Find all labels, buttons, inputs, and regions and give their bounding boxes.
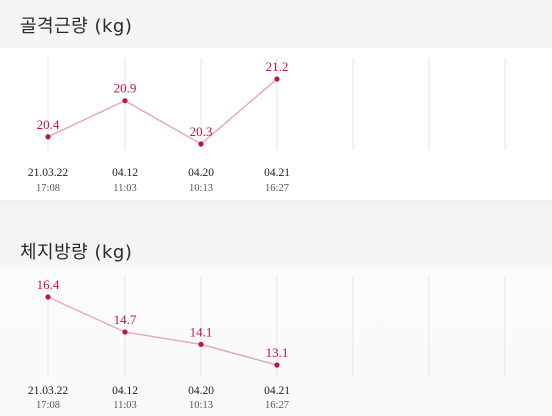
body-fat-x-date-1: 04.12 [112,385,138,397]
skeletal-muscle-value-label-1: 20.9 [114,81,137,96]
skeletal-muscle-panel: 골격근량 (kg) 20.4 20.9 20.3 21.2 21.03.22 17:08 0… [0,0,552,200]
body-fat-point-2 [198,341,204,347]
body-fat-x-date-0: 21.03.22 [28,385,69,397]
body-fat-point-0 [45,294,51,300]
body-fat-x-time-0: 17:08 [36,400,60,411]
skeletal-muscle-value-label-2: 20.3 [190,124,213,139]
body-fat-point-1 [122,329,128,335]
body-fat-panel: 체지방량 (kg) 16.4 14.7 14.1 13.1 21.03.22 17:08 0… [0,205,552,416]
skeletal-muscle-x-date-2: 04.20 [188,167,214,179]
skeletal-muscle-series-line [47,78,278,145]
body-fat-point-3 [274,362,280,368]
body-fat-value-label-3: 13.1 [266,345,289,360]
body-fat-x-date-2: 04.20 [188,385,214,397]
body-fat-x-time-1: 11:03 [113,400,137,411]
body-fat-value-label-0: 16.4 [37,277,60,292]
body-fat-x-date-3: 04.21 [264,385,290,397]
skeletal-muscle-x-date-3: 04.21 [264,167,290,179]
body-fat-title: 체지방량 (kg) [20,242,133,263]
body-fat-chart: 16.4 14.7 14.1 13.1 21.03.22 17:08 04.12 11:03 0… [28,277,506,411]
skeletal-muscle-chart: 20.4 20.9 20.3 21.2 21.03.22 17:08 04.12 11:03 0… [28,58,506,194]
skeletal-muscle-point-1 [122,98,128,104]
body-fat-x-time-3: 16:27 [265,400,289,411]
skeletal-muscle-title: 골격근량 (kg) [20,16,133,37]
skeletal-muscle-x-time-3: 16:27 [265,183,289,194]
skeletal-muscle-x-date-0: 21.03.22 [28,167,69,179]
body-fat-value-label-2: 14.1 [190,324,213,339]
skeletal-muscle-x-time-0: 17:08 [36,183,60,194]
skeletal-muscle-x-date-1: 04.12 [112,167,138,179]
skeletal-muscle-point-0 [45,134,51,140]
body-fat-series-line [47,296,278,366]
body-fat-x-time-2: 10:13 [189,400,213,411]
skeletal-muscle-point-3 [274,76,280,82]
skeletal-muscle-value-label-3: 21.2 [266,59,289,74]
skeletal-muscle-x-time-2: 10:13 [189,183,213,194]
skeletal-muscle-x-time-1: 11:03 [113,183,137,194]
skeletal-muscle-header [0,0,552,48]
body-fat-value-label-1: 14.7 [114,312,137,327]
skeletal-muscle-point-2 [198,141,204,147]
skeletal-muscle-value-label-0: 20.4 [37,117,60,132]
